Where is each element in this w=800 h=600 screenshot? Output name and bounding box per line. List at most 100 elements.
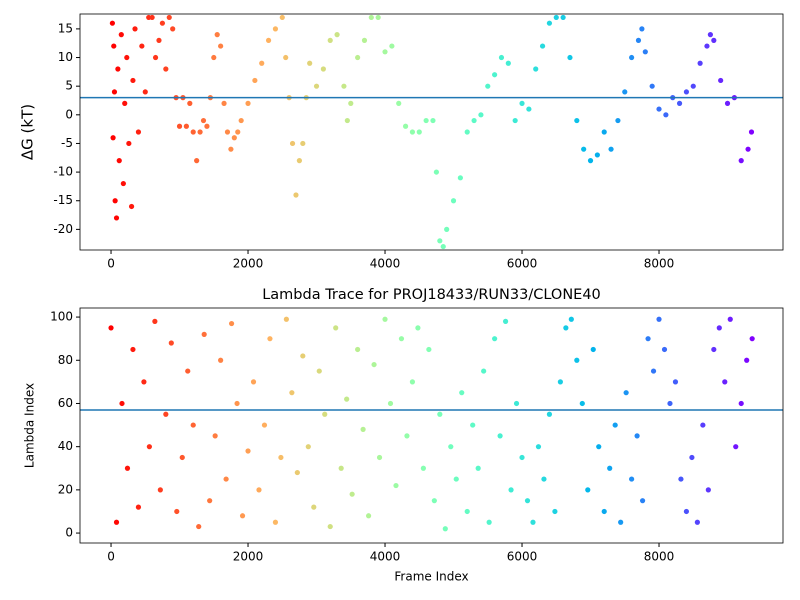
chart-title: Lambda Trace for PROJ18433/RUN33/CLONE40 xyxy=(262,287,601,303)
point xyxy=(163,411,169,417)
point xyxy=(204,123,210,129)
y-tick-label: 80 xyxy=(58,353,73,367)
point xyxy=(190,129,196,135)
x-tick-label: 0 xyxy=(107,550,115,564)
point xyxy=(650,368,657,374)
point xyxy=(187,100,193,106)
point xyxy=(450,198,457,204)
point xyxy=(444,226,450,232)
point xyxy=(567,54,573,61)
point xyxy=(119,400,125,407)
point xyxy=(185,368,191,374)
point xyxy=(113,215,120,221)
point xyxy=(497,433,503,439)
point xyxy=(530,519,536,525)
point xyxy=(711,37,717,43)
point xyxy=(639,26,645,32)
point xyxy=(546,411,553,417)
point xyxy=(365,513,372,519)
point xyxy=(459,390,465,396)
point xyxy=(524,498,531,504)
point xyxy=(130,346,136,353)
point xyxy=(433,169,439,175)
point xyxy=(289,140,296,147)
point xyxy=(505,60,511,66)
point xyxy=(533,66,539,72)
point xyxy=(453,476,459,482)
point xyxy=(296,158,303,164)
point xyxy=(212,433,218,439)
point xyxy=(250,379,257,385)
point xyxy=(135,504,142,510)
point xyxy=(120,180,126,187)
point xyxy=(402,123,409,129)
point xyxy=(157,487,163,493)
point xyxy=(197,129,203,135)
axes-frame xyxy=(79,13,784,251)
point xyxy=(705,487,711,493)
point xyxy=(727,316,733,322)
point xyxy=(252,77,258,84)
point xyxy=(579,400,585,407)
point xyxy=(552,508,558,515)
point xyxy=(128,203,135,210)
point xyxy=(283,54,289,61)
point xyxy=(245,100,251,106)
point xyxy=(694,519,700,525)
point xyxy=(231,135,237,141)
point xyxy=(722,379,728,385)
point xyxy=(672,379,679,385)
y-tick-label: 60 xyxy=(58,396,73,410)
point xyxy=(615,117,621,124)
point xyxy=(733,444,739,450)
point xyxy=(718,77,724,84)
point xyxy=(656,316,662,322)
x-tick-label: 8000 xyxy=(644,550,675,564)
point xyxy=(327,37,333,43)
y-tick-label: 20 xyxy=(58,482,73,496)
point xyxy=(437,238,443,244)
point xyxy=(738,400,744,407)
point xyxy=(135,129,142,135)
y-axis-label: ΔG (kT) xyxy=(19,104,37,160)
point xyxy=(642,49,648,55)
point xyxy=(396,100,402,106)
point xyxy=(478,112,484,118)
point xyxy=(526,106,532,112)
point xyxy=(612,422,618,428)
point xyxy=(327,523,333,530)
point xyxy=(124,54,130,61)
point xyxy=(382,49,388,55)
point xyxy=(130,77,136,84)
point xyxy=(168,340,174,346)
point xyxy=(142,89,148,95)
point xyxy=(139,43,145,49)
point xyxy=(585,487,591,493)
point xyxy=(608,146,614,152)
point xyxy=(639,498,646,504)
point xyxy=(485,83,491,89)
y-tick-label: 15 xyxy=(58,21,73,35)
point xyxy=(667,400,673,407)
point xyxy=(574,117,580,124)
point xyxy=(375,14,381,21)
point xyxy=(349,491,355,497)
point xyxy=(239,513,246,519)
point xyxy=(541,476,547,482)
point xyxy=(690,83,696,89)
point xyxy=(587,158,594,164)
point xyxy=(313,83,320,89)
y-tick-label: 0 xyxy=(65,107,73,121)
point xyxy=(163,66,169,72)
point xyxy=(697,60,703,66)
point xyxy=(470,422,476,428)
point xyxy=(492,72,498,78)
point xyxy=(683,508,690,515)
point xyxy=(590,346,596,353)
point xyxy=(179,454,185,461)
x-tick-label: 4000 xyxy=(370,550,401,564)
point xyxy=(581,146,587,152)
point xyxy=(607,465,613,471)
point xyxy=(223,476,229,482)
